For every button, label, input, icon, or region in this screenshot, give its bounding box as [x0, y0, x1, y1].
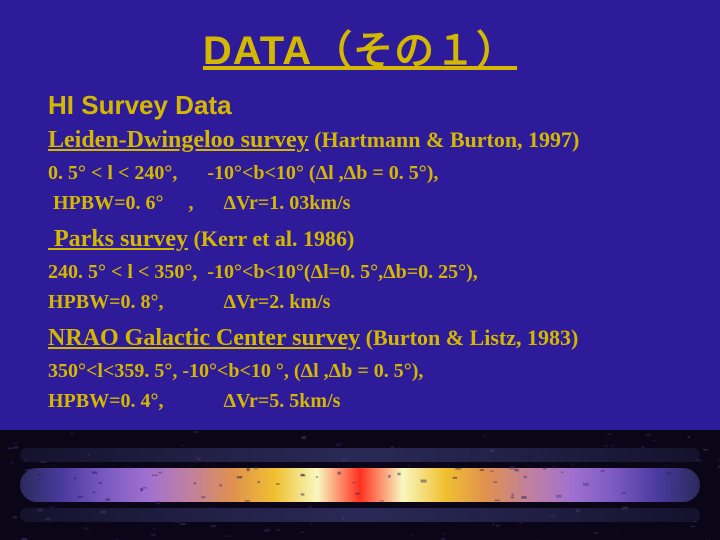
survey-1-params: 0. 5° < l < 240°, -10°<b<10° (Δl ,Δb = 0…: [48, 158, 672, 218]
survey-3-line1: 350°<l<359. 5°, -10°<b<10 °, (Δl ,Δb = 0…: [48, 356, 672, 386]
survey-1-ref: (Hartmann & Burton, 1997): [309, 127, 580, 152]
survey-3-header: NRAO Galactic Center survey (Burton & Li…: [48, 325, 672, 352]
slide-root: DATA（その１） HI Survey Data Leiden-Dwingelo…: [0, 0, 720, 540]
survey-2-ref: (Kerr et al. 1986): [188, 226, 354, 251]
survey-1-header: Leiden-Dwingeloo survey (Hartmann & Burt…: [48, 127, 672, 154]
survey-1-name: Leiden-Dwingeloo survey: [48, 127, 309, 153]
survey-2-line2: HPBW=0. 8°, ΔVr=2. km/s: [48, 287, 672, 317]
survey-3-ref: (Burton & Listz, 1983): [360, 325, 578, 350]
survey-1-line1: 0. 5° < l < 240°, -10°<b<10° (Δl ,Δb = 0…: [48, 158, 672, 188]
survey-3-line2: HPBW=0. 4°, ΔVr=5. 5km/s: [48, 386, 672, 416]
survey-2-params: 240. 5° < l < 350°, -10°<b<10°(Δl=0. 5°,…: [48, 257, 672, 317]
survey-3-params: 350°<l<359. 5°, -10°<b<10 °, (Δl ,Δb = 0…: [48, 356, 672, 416]
survey-2-name: Parks survey: [48, 226, 188, 252]
slide-title: DATA（その１）: [48, 18, 672, 76]
survey-3-name: NRAO Galactic Center survey: [48, 325, 360, 351]
section-heading: HI Survey Data: [48, 90, 672, 121]
survey-1-line2: HPBW=0. 6° , ΔVr=1. 03km/s: [48, 188, 672, 218]
survey-2-line1: 240. 5° < l < 350°, -10°<b<10°(Δl=0. 5°,…: [48, 257, 672, 287]
spectral-image: [0, 430, 720, 540]
survey-2-header: Parks survey (Kerr et al. 1986): [48, 226, 672, 253]
